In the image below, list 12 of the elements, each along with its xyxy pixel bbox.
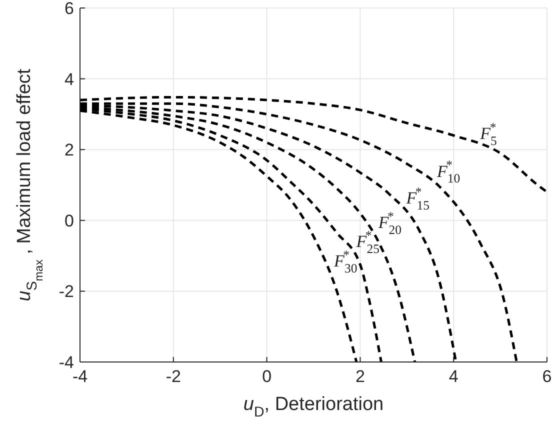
x-tick-label: 0 — [262, 367, 272, 386]
y-tick-label: 4 — [64, 70, 74, 89]
x-tick-label: 6 — [542, 367, 552, 386]
y-tick-label: 6 — [64, 0, 74, 18]
x-tick-label: 4 — [448, 367, 458, 386]
x-axis-title: u$_{D}$, Deterioration — [243, 394, 384, 421]
y-tick-label: -4 — [58, 353, 74, 372]
y-tick-label: 2 — [64, 140, 74, 160]
x-tick-label: 2 — [355, 367, 365, 386]
x-tick-label: -2 — [166, 367, 181, 386]
y-tick-label: -2 — [58, 282, 74, 302]
y-tick-label: 0 — [64, 211, 74, 230]
